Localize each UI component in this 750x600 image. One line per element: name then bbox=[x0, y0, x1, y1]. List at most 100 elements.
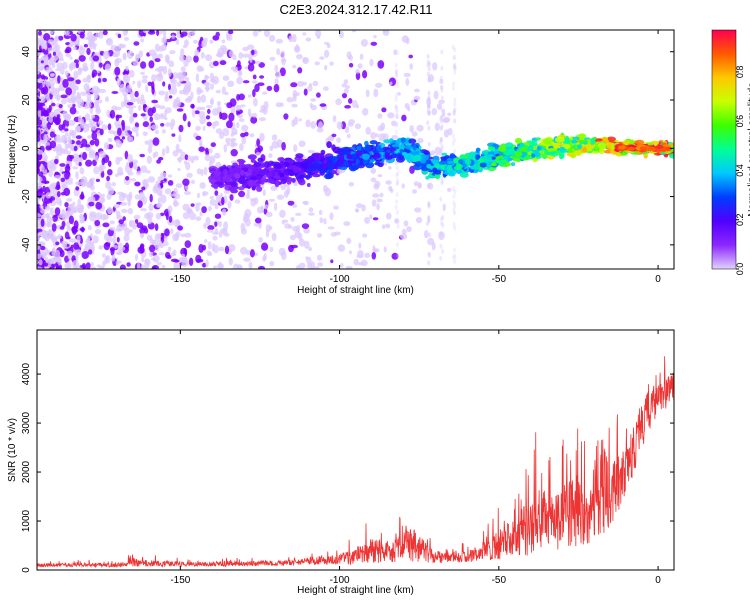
noise-speckle bbox=[37, 119, 43, 126]
track-speckle bbox=[535, 137, 541, 141]
noise-speckle bbox=[424, 230, 429, 239]
noise-speckle bbox=[238, 118, 245, 122]
noise-speckle bbox=[279, 209, 286, 218]
figure-title: C2E3.2024.312.17.42.R11 bbox=[279, 2, 433, 17]
noise-speckle bbox=[438, 99, 446, 104]
track-speckle bbox=[314, 157, 321, 161]
noise-speckle bbox=[264, 204, 269, 210]
noise-speckle bbox=[331, 133, 337, 138]
track-core bbox=[655, 145, 664, 149]
noise-speckle bbox=[383, 246, 387, 253]
track-speckle bbox=[559, 153, 564, 160]
noise-speckle bbox=[141, 78, 148, 84]
streak-speckle bbox=[453, 253, 457, 259]
noise-speckle bbox=[220, 228, 228, 233]
track-speckle bbox=[669, 153, 674, 159]
noise-speckle bbox=[111, 91, 119, 94]
noise-speckle bbox=[129, 229, 133, 233]
noise-speckle bbox=[110, 44, 117, 51]
noise-speckle bbox=[158, 105, 166, 110]
x-tick-label: 0 bbox=[655, 274, 661, 285]
track-speckle bbox=[377, 148, 384, 152]
streak-speckle bbox=[453, 225, 457, 231]
y-tick-label: 40 bbox=[21, 46, 32, 58]
noise-speckle bbox=[69, 155, 74, 160]
noise-speckle bbox=[98, 196, 106, 204]
streak-speckle bbox=[395, 107, 399, 113]
noise-speckle bbox=[142, 30, 149, 34]
noise-speckle bbox=[97, 120, 104, 125]
noise-speckle bbox=[177, 156, 182, 163]
noise-speckle bbox=[292, 204, 298, 208]
noise-speckle bbox=[308, 83, 313, 87]
noise-speckle bbox=[88, 201, 95, 207]
noise-speckle bbox=[337, 244, 346, 252]
streak-speckle bbox=[395, 199, 399, 205]
noise-speckle bbox=[75, 62, 80, 69]
noise-speckle bbox=[51, 223, 57, 232]
noise-speckle bbox=[54, 158, 59, 165]
noise-speckle bbox=[171, 133, 176, 137]
noise-speckle bbox=[211, 108, 220, 116]
noise-speckle bbox=[330, 259, 334, 264]
noise-speckle bbox=[41, 213, 50, 218]
noise-speckle bbox=[379, 192, 384, 198]
noise-speckle bbox=[278, 247, 286, 256]
noise-speckle bbox=[75, 181, 82, 186]
noise-speckle bbox=[172, 249, 177, 257]
noise-speckle bbox=[102, 222, 110, 228]
noise-speckle bbox=[359, 53, 364, 60]
noise-speckle bbox=[86, 74, 91, 84]
streak-speckle bbox=[452, 254, 456, 260]
noise-speckle bbox=[280, 182, 287, 191]
noise-speckle bbox=[107, 160, 112, 167]
heatmap-cells bbox=[37, 30, 674, 269]
noise-speckle bbox=[114, 106, 122, 111]
noise-speckle bbox=[373, 183, 380, 190]
noise-speckle bbox=[68, 238, 77, 243]
noise-speckle bbox=[106, 175, 110, 182]
noise-speckle bbox=[193, 39, 198, 44]
noise-speckle bbox=[133, 166, 138, 170]
noise-speckle bbox=[411, 189, 418, 194]
noise-speckle bbox=[162, 37, 167, 44]
noise-speckle bbox=[76, 234, 81, 244]
noise-speckle bbox=[79, 193, 85, 200]
noise-speckle bbox=[97, 77, 102, 83]
streak-speckle bbox=[439, 140, 443, 145]
noise-speckle bbox=[165, 107, 172, 114]
track-speckle bbox=[519, 142, 525, 148]
noise-speckle bbox=[275, 38, 283, 44]
noise-speckle bbox=[125, 176, 130, 181]
noise-speckle bbox=[176, 81, 182, 87]
noise-speckle bbox=[56, 235, 62, 239]
streak-speckle bbox=[453, 54, 457, 60]
noise-speckle bbox=[87, 135, 91, 139]
streak-speckle bbox=[453, 203, 457, 209]
noise-speckle bbox=[41, 41, 45, 50]
noise-speckle bbox=[371, 252, 377, 260]
noise-speckle bbox=[357, 250, 364, 258]
noise-speckle bbox=[50, 217, 54, 221]
track-speckle bbox=[408, 138, 417, 144]
noise-speckle bbox=[406, 226, 412, 233]
noise-speckle bbox=[227, 80, 235, 88]
noise-speckle bbox=[75, 140, 82, 145]
noise-speckle bbox=[348, 98, 353, 104]
noise-speckle bbox=[121, 136, 126, 140]
noise-speckle bbox=[37, 108, 42, 118]
noise-speckle bbox=[263, 30, 271, 38]
noise-speckle bbox=[183, 160, 188, 165]
noise-speckle bbox=[37, 217, 42, 222]
noise-speckle bbox=[397, 92, 401, 96]
noise-speckle bbox=[37, 234, 40, 241]
noise-speckle bbox=[151, 85, 155, 95]
noise-speckle bbox=[308, 246, 313, 252]
noise-speckle bbox=[182, 178, 190, 186]
noise-speckle bbox=[38, 188, 44, 193]
noise-speckle bbox=[80, 181, 86, 188]
track-speckle bbox=[582, 146, 588, 153]
noise-speckle bbox=[149, 194, 153, 203]
noise-speckle bbox=[37, 149, 44, 155]
